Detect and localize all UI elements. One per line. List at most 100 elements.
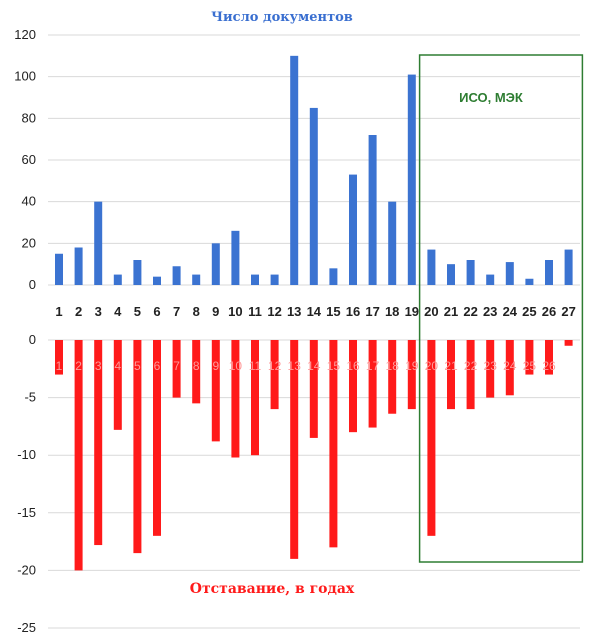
in-bar-label-8: 8 xyxy=(193,359,200,373)
category-label-12: 12 xyxy=(267,304,281,319)
bottom-bar-18 xyxy=(388,340,397,414)
category-label-20: 20 xyxy=(424,304,438,319)
bottom-y-tick-label: -15 xyxy=(17,505,36,520)
bottom-bar-5 xyxy=(133,340,142,554)
category-label-8: 8 xyxy=(193,304,200,319)
top-bar-25 xyxy=(525,278,534,285)
top-bar-4 xyxy=(113,274,122,285)
in-bar-label-17: 17 xyxy=(366,359,380,373)
category-label-2: 2 xyxy=(75,304,82,319)
bottom-y-tick-label: -20 xyxy=(17,562,36,577)
bottom-bar-14 xyxy=(309,340,318,438)
top-bar-8 xyxy=(192,274,201,285)
top-chart-y-ticks: 0 20 40 60 80 100 120 xyxy=(14,27,36,292)
top-bar-26 xyxy=(545,260,553,285)
top-y-tick-label: 60 xyxy=(22,152,36,167)
bottom-bar-9 xyxy=(211,340,220,442)
category-label-27: 27 xyxy=(561,304,575,319)
bottom-bar-6 xyxy=(153,340,161,536)
in-bar-label-16: 16 xyxy=(346,359,360,373)
bottom-bar-23 xyxy=(486,340,495,398)
top-chart-bars xyxy=(55,55,573,286)
top-y-tick-label: 40 xyxy=(22,194,36,209)
in-bar-label-9: 9 xyxy=(212,359,219,373)
bottom-bar-7 xyxy=(172,340,181,398)
category-label-1: 1 xyxy=(55,304,62,319)
top-bar-14 xyxy=(309,107,318,286)
in-bar-label-24: 24 xyxy=(503,359,517,373)
in-bar-label-1: 1 xyxy=(56,359,63,373)
category-label-15: 15 xyxy=(326,304,340,319)
in-bar-label-21: 21 xyxy=(444,359,458,373)
category-label-24: 24 xyxy=(503,304,518,319)
bottom-y-tick-label: 0 xyxy=(29,332,36,347)
bottom-y-tick-label: -5 xyxy=(24,390,36,405)
bottom-bar-3 xyxy=(94,340,103,546)
in-bar-label-14: 14 xyxy=(307,359,321,373)
bottom-bar-16 xyxy=(349,340,357,433)
bottom-bar-17 xyxy=(368,340,377,428)
in-bar-label-19: 19 xyxy=(405,359,419,373)
category-label-22: 22 xyxy=(463,304,477,319)
top-y-tick-label: 0 xyxy=(29,277,36,292)
category-label-16: 16 xyxy=(346,304,360,319)
bottom-y-tick-label: -10 xyxy=(17,447,36,462)
in-bar-category-labels: 1 2 3 4 5 6 7 8 9 10 11 12 13 14 15 16 17 18 19 20 21 22 23 24 2… xyxy=(56,359,556,373)
bottom-bar-26 xyxy=(545,340,553,375)
top-bar-3 xyxy=(94,201,103,285)
bottom-chart-title: Отставание, в годах xyxy=(190,581,355,597)
in-bar-label-26: 26 xyxy=(542,359,556,373)
top-bar-22 xyxy=(466,260,475,285)
category-label-18: 18 xyxy=(385,304,399,319)
category-label-23: 23 xyxy=(483,304,497,319)
bottom-bar-20 xyxy=(427,340,436,536)
category-label-13: 13 xyxy=(287,304,301,319)
bottom-bar-11 xyxy=(251,340,259,456)
bottom-bar-15 xyxy=(329,340,338,548)
category-label-26: 26 xyxy=(542,304,556,319)
top-bar-12 xyxy=(270,274,279,285)
category-label-4: 4 xyxy=(114,304,122,319)
in-bar-label-13: 13 xyxy=(288,359,302,373)
in-bar-label-6: 6 xyxy=(154,359,161,373)
annotation-box xyxy=(418,54,584,563)
bottom-bar-21 xyxy=(447,340,455,410)
in-bar-label-3: 3 xyxy=(95,359,102,373)
category-label-19: 19 xyxy=(405,304,419,319)
in-bar-label-11: 11 xyxy=(249,359,262,373)
top-bar-18 xyxy=(388,201,397,285)
top-bar-5 xyxy=(133,260,142,285)
top-y-tick-label: 20 xyxy=(22,235,36,250)
top-bar-16 xyxy=(349,174,357,285)
in-bar-label-25: 25 xyxy=(523,359,537,373)
top-y-tick-label: 100 xyxy=(14,69,36,84)
top-bar-23 xyxy=(486,274,495,285)
category-label-21: 21 xyxy=(444,304,458,319)
in-bar-label-18: 18 xyxy=(386,359,400,373)
category-label-25: 25 xyxy=(522,304,536,319)
bottom-bar-19 xyxy=(407,340,416,410)
top-bar-24 xyxy=(505,262,514,285)
bottom-bar-2 xyxy=(74,340,83,571)
category-label-17: 17 xyxy=(365,304,379,319)
category-label-11: 11 xyxy=(248,304,262,319)
top-y-tick-label: 80 xyxy=(22,110,36,125)
bottom-chart-y-ticks: 0 -5 -10 -15 -20 -25 xyxy=(17,332,36,632)
category-label-9: 9 xyxy=(212,304,219,319)
bottom-chart-bars xyxy=(55,340,573,571)
category-labels: 1 2 3 4 5 6 7 8 9 10 11 12 13 14 15 16 17 18 19 20 21 22 23 24 2… xyxy=(55,304,575,319)
top-bar-21 xyxy=(447,264,455,285)
top-bar-1 xyxy=(55,253,63,285)
category-label-6: 6 xyxy=(153,304,160,319)
bottom-bar-12 xyxy=(270,340,279,410)
top-bar-19 xyxy=(407,74,416,285)
bottom-bar-10 xyxy=(231,340,240,458)
top-bar-2 xyxy=(74,247,83,285)
category-label-3: 3 xyxy=(95,304,102,319)
top-bar-9 xyxy=(211,243,220,285)
top-chart-title: Число документов xyxy=(211,10,353,25)
bottom-bar-13 xyxy=(290,340,299,559)
in-bar-label-2: 2 xyxy=(75,359,82,373)
top-bar-17 xyxy=(368,135,377,285)
